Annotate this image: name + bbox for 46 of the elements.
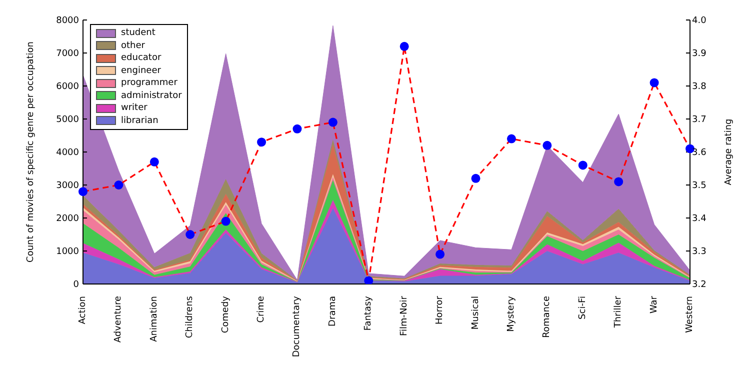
x-tick-label: Sci-Fi <box>578 296 588 320</box>
x-tick-label: Horror <box>435 296 446 325</box>
x-tick-label: Musical <box>470 296 481 330</box>
y2-axis-title: Average rating <box>724 118 734 186</box>
y-tick-label: 1000 <box>56 247 80 258</box>
y2-tick-label: 3.9 <box>692 49 707 60</box>
y-tick-label: 2000 <box>56 214 80 224</box>
x-tick-label: Childrens <box>185 296 196 338</box>
x-tick-label: Film-Noir <box>399 296 410 336</box>
x-tick-label: Drama <box>328 296 338 326</box>
legend-label: writer <box>121 103 148 114</box>
legend-label: programmer <box>121 78 178 88</box>
y-tick-label: 6000 <box>56 82 80 92</box>
y-tick-label: 8000 <box>56 16 80 26</box>
x-tick-label: Action <box>78 296 88 324</box>
legend-label: engineer <box>121 66 161 76</box>
x-tick-label: War <box>649 296 660 314</box>
legend-label: educator <box>121 53 162 64</box>
y2-tick-label: 3.2 <box>692 280 706 290</box>
y2-tick-label: 3.7 <box>692 115 706 126</box>
y-tick-label: 7000 <box>56 49 80 60</box>
y2-tick-label: 3.6 <box>692 148 707 158</box>
legend-label: student <box>121 28 156 38</box>
x-tick-label: Adventure <box>114 296 124 343</box>
y-tick-label: 4000 <box>56 148 80 158</box>
x-tick-label: Romance <box>542 296 552 338</box>
legend-label: administrator <box>121 90 182 101</box>
y2-tick-label: 3.4 <box>692 214 707 224</box>
y-tick-label: 3000 <box>56 181 80 192</box>
x-tick-label: Animation <box>149 296 160 342</box>
y-tick-label: 5000 <box>56 115 80 126</box>
y2-tick-label: 4.0 <box>692 16 707 26</box>
y-axis-title: Count of movies of specific genre per occupation <box>26 42 36 262</box>
y2-tick-label: 3.5 <box>692 181 706 192</box>
x-tick-label: Thriller <box>614 296 624 329</box>
x-tick-label: Crime <box>256 296 267 323</box>
y2-tick-label: 3.3 <box>692 247 706 258</box>
x-tick-label: Western <box>685 296 695 333</box>
y-tick-label: 0 <box>73 280 80 290</box>
x-tick-label: Documentary <box>292 295 302 358</box>
x-tick-label: Comedy <box>220 295 231 334</box>
y2-tick-label: 3.8 <box>692 82 707 92</box>
x-tick-label: Mystery <box>506 295 516 332</box>
x-tick-label: Fantasy <box>364 295 374 331</box>
legend-label: other <box>121 40 145 51</box>
legend-label: librarian <box>121 116 158 126</box>
